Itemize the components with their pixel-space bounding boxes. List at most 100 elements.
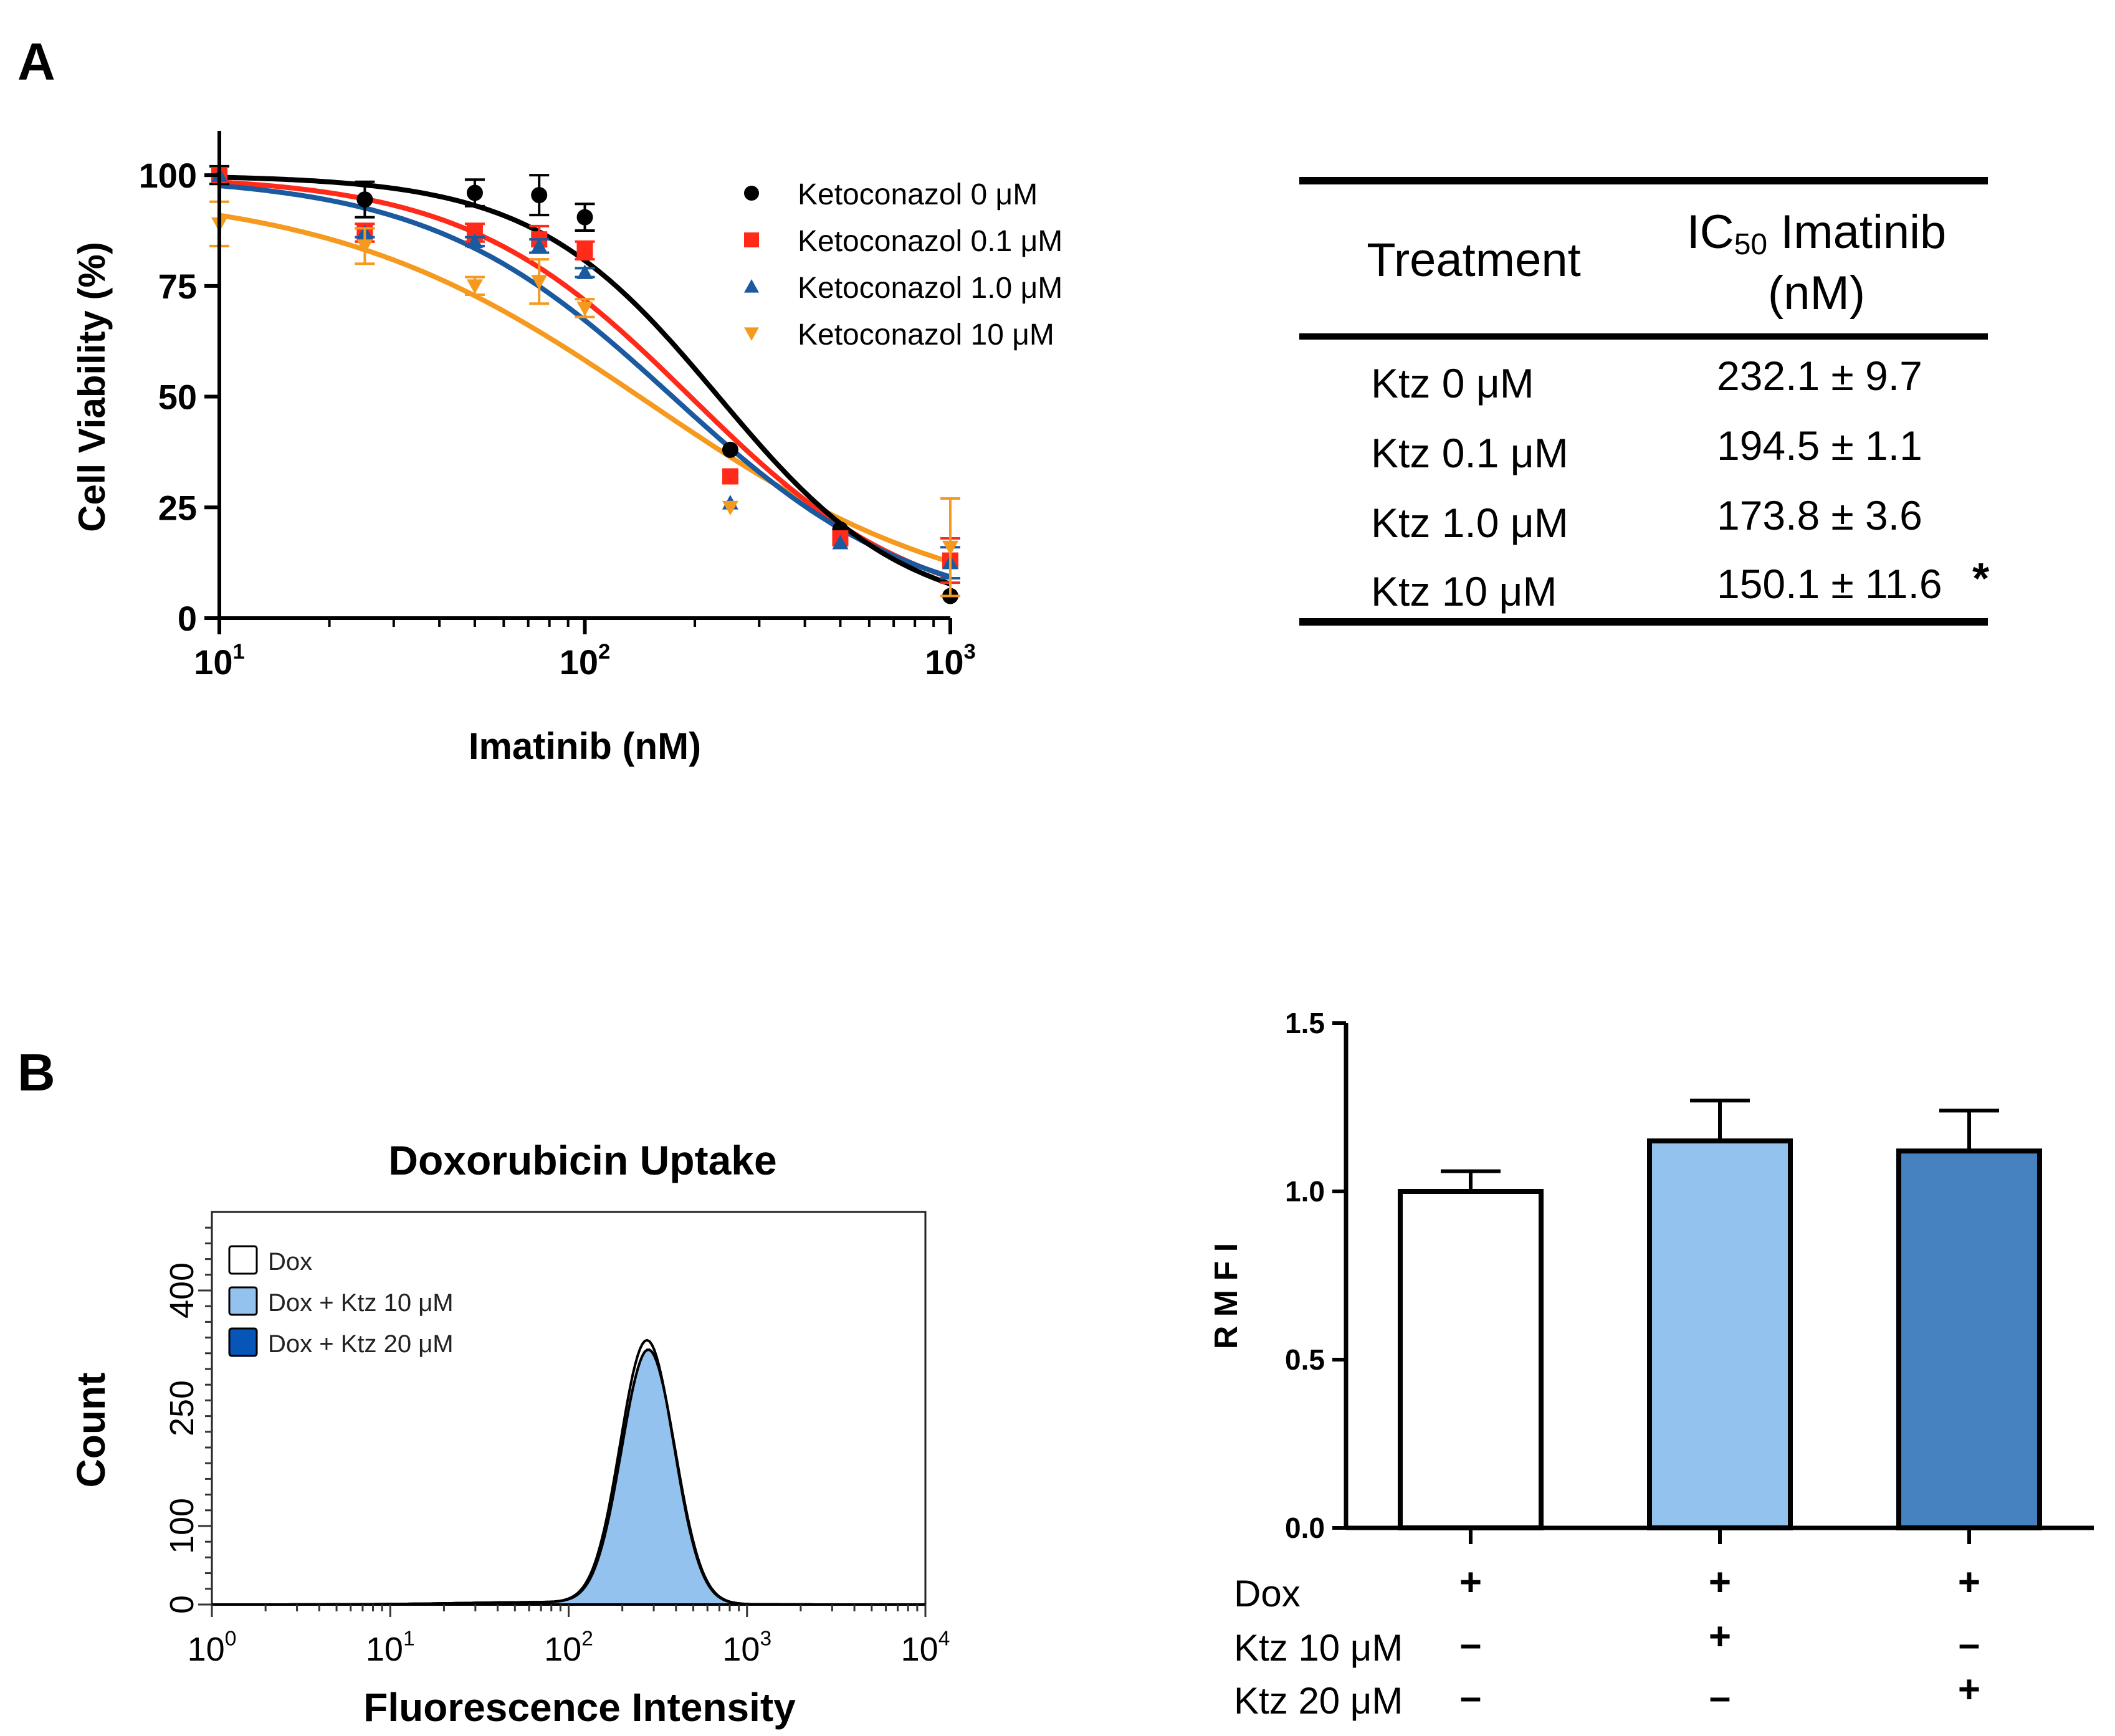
histogram-curve-1 [212, 1348, 925, 1606]
x-tick-label-exp: 2 [581, 1628, 593, 1651]
x-tick-label-exp: 3 [760, 1628, 771, 1651]
table-header-treatment: Treatment [1367, 234, 1581, 287]
table-cell-ic50: 194.5 ± 1.1 [1717, 422, 1922, 469]
histogram-legend: Dox Dox + Ktz 10 μM Dox + Ktz 20 μM [228, 1245, 454, 1358]
data-point-ktz01 [576, 242, 593, 259]
x-tick-label-exp: 2 [598, 640, 610, 664]
data-point-ktz0 [531, 187, 548, 204]
legend: Ketoconazol 0 μM Ketoconazol 0.1 μM Ketoco… [744, 178, 1062, 351]
data-point-ktz1 [466, 233, 483, 249]
legend-label: Dox + Ktz 10 μM [268, 1289, 454, 1317]
plus-sign: + [1459, 1561, 1482, 1604]
table-header-ic50: IC50 Imatinib [1687, 206, 1947, 261]
table-cell-ic50: 232.1 ± 9.7 [1717, 353, 1922, 399]
data-point-ktz01 [722, 468, 738, 485]
x-tick-label-base: 10 [925, 642, 963, 682]
x-tick-label: 101 [194, 640, 245, 682]
bars [1398, 1099, 2042, 1530]
fit-curves [219, 174, 952, 586]
y-tick-label: 50 [158, 378, 197, 417]
histogram-chart: Doxorubicin Uptake 100 101 102 103 104010025… [69, 1137, 950, 1730]
bar-axes: 0.0 0.5 1.0 1.5 [1285, 1007, 2094, 1544]
histogram-frame [211, 1211, 927, 1606]
data-point-ktz10 [466, 279, 483, 294]
x-tick-label: 100 [188, 1628, 237, 1668]
x-tick-label-base: 10 [188, 1631, 225, 1668]
data-point-ktz10 [356, 239, 373, 254]
histogram-curve-2 [212, 1348, 925, 1606]
minus-sign: – [1959, 1623, 1980, 1666]
y-tick-label: 0.0 [1285, 1512, 1325, 1544]
table-cell-treatment: Ktz 10 μM [1371, 568, 1557, 614]
y-tick-label: 250 [163, 1380, 201, 1436]
bar-y-axis-label: R M F I [1208, 1243, 1244, 1349]
ic50-subscript: 50 [1734, 228, 1767, 261]
legend-marker-ktz1 [744, 279, 759, 293]
table-cell-treatment: Ktz 0 μM [1371, 360, 1534, 406]
x-tick-label-base: 10 [544, 1631, 581, 1668]
histogram-title: Doxorubicin Uptake [388, 1137, 776, 1183]
data-point-ktz0 [466, 184, 483, 201]
y-tick-label: 1.5 [1285, 1007, 1325, 1039]
legend-marker-ktz10 [744, 327, 759, 341]
condition-table: Dox + + +Ktz 10 μM – + –Ktz 20 μM – – + [1234, 1561, 1980, 1722]
fit-curve-ktz1 [219, 183, 952, 579]
histogram-curves [212, 1338, 925, 1606]
data-point-ktz1 [531, 237, 548, 253]
bar-2 [1647, 1138, 1793, 1530]
x-tick-label-base: 10 [901, 1631, 938, 1668]
data-point-ktz1 [576, 264, 593, 279]
x-tick-label-base: 10 [560, 642, 598, 682]
table-rows: Ktz 0 μM 232.1 ± 9.7 Ktz 0.1 μM 194.5 ± 1.1… [1371, 353, 1990, 614]
minus-sign: – [1460, 1623, 1481, 1666]
ic50-table: Treatment IC50 Imatinib (nM) Ktz 0 μM 232… [1299, 177, 1990, 626]
x-tick-label: 103 [925, 640, 976, 682]
plus-sign: + [1709, 1615, 1731, 1658]
data-point-ktz10 [531, 275, 548, 290]
legend-marker-ktz01 [744, 232, 759, 247]
legend-label: Ketoconazol 10 μM [798, 318, 1054, 351]
data-point-ktz0 [356, 191, 373, 208]
fit-curve-ktz0 [219, 174, 952, 586]
ic50-rest: Imatinib [1767, 206, 1946, 259]
panel-label-a: A [17, 32, 55, 91]
bar-3 [1896, 1148, 2042, 1530]
x-tick-label-exp: 3 [963, 640, 975, 664]
x-tick-label-exp: 1 [232, 640, 244, 664]
data-point-ktz0 [722, 441, 738, 458]
significance-marker: * [1972, 554, 1990, 603]
table-cell-treatment: Ktz 0.1 μM [1371, 430, 1568, 476]
x-tick-label: 104 [901, 1628, 950, 1668]
plus-sign: + [1958, 1561, 1980, 1604]
y-tick-label: 0 [163, 1595, 201, 1614]
y-axis-label: Cell Viability (%) [71, 242, 113, 532]
histogram-y-axis-label: Count [69, 1373, 113, 1488]
panel-label-b: B [17, 1043, 55, 1102]
legend-label: Ketoconazol 0 μM [798, 178, 1038, 211]
legend-marker-ktz0 [744, 186, 759, 201]
y-tick-label: 75 [158, 267, 197, 306]
histogram-curve-0 [212, 1338, 925, 1606]
bar-1 [1398, 1189, 1544, 1530]
y-tick-label: 0 [178, 599, 197, 638]
table-cell-ic50: 173.8 ± 3.6 [1717, 492, 1922, 538]
condition-row-label: Ktz 20 μM [1234, 1680, 1403, 1722]
x-tick-label: 101 [366, 1628, 415, 1668]
condition-row-label: Ktz 10 μM [1234, 1627, 1403, 1669]
y-tick-label: 25 [158, 488, 197, 527]
legend-label: Ketoconazol 0.1 μM [798, 225, 1062, 258]
x-tick-label: 102 [560, 640, 611, 682]
table-cell-treatment: Ktz 1.0 μM [1371, 500, 1568, 546]
y-tick-label: 0.5 [1285, 1343, 1325, 1376]
legend-label: Dox [268, 1248, 312, 1276]
plus-sign: + [1709, 1561, 1731, 1604]
x-tick-label-base: 10 [194, 642, 232, 682]
y-tick-label: 1.0 [1285, 1175, 1325, 1208]
legend-label: Ketoconazol 1.0 μM [798, 272, 1062, 305]
x-tick-label-base: 10 [366, 1631, 403, 1668]
y-tick-label: 100 [139, 156, 197, 195]
